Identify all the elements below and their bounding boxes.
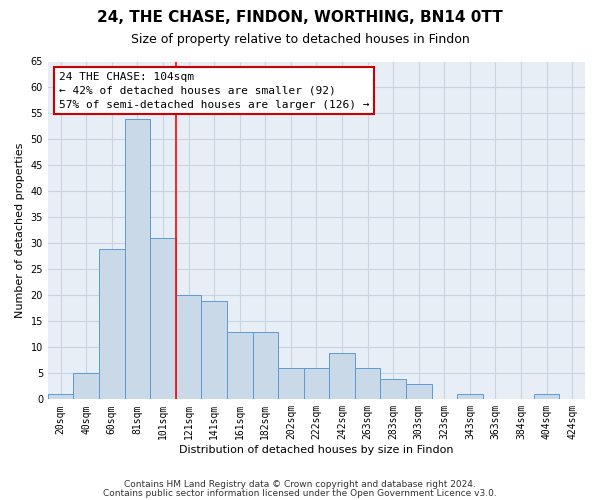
Bar: [99, 248, 125, 400]
Bar: [48, 394, 73, 400]
Bar: [150, 238, 176, 400]
Bar: [534, 394, 559, 400]
Bar: [202, 300, 227, 400]
Text: Contains HM Land Registry data © Crown copyright and database right 2024.: Contains HM Land Registry data © Crown c…: [124, 480, 476, 489]
Bar: [355, 368, 380, 400]
Bar: [304, 368, 329, 400]
Bar: [125, 118, 150, 400]
Bar: [253, 332, 278, 400]
Text: 24 THE CHASE: 104sqm
← 42% of detached houses are smaller (92)
57% of semi-detac: 24 THE CHASE: 104sqm ← 42% of detached h…: [59, 72, 369, 110]
Text: 24, THE CHASE, FINDON, WORTHING, BN14 0TT: 24, THE CHASE, FINDON, WORTHING, BN14 0T…: [97, 10, 503, 25]
X-axis label: Distribution of detached houses by size in Findon: Distribution of detached houses by size …: [179, 445, 454, 455]
Bar: [278, 368, 304, 400]
Text: Size of property relative to detached houses in Findon: Size of property relative to detached ho…: [131, 32, 469, 46]
Bar: [176, 296, 202, 400]
Bar: [329, 352, 355, 400]
Y-axis label: Number of detached properties: Number of detached properties: [15, 142, 25, 318]
Bar: [380, 378, 406, 400]
Bar: [406, 384, 431, 400]
Text: Contains public sector information licensed under the Open Government Licence v3: Contains public sector information licen…: [103, 488, 497, 498]
Bar: [457, 394, 482, 400]
Bar: [73, 374, 99, 400]
Bar: [227, 332, 253, 400]
